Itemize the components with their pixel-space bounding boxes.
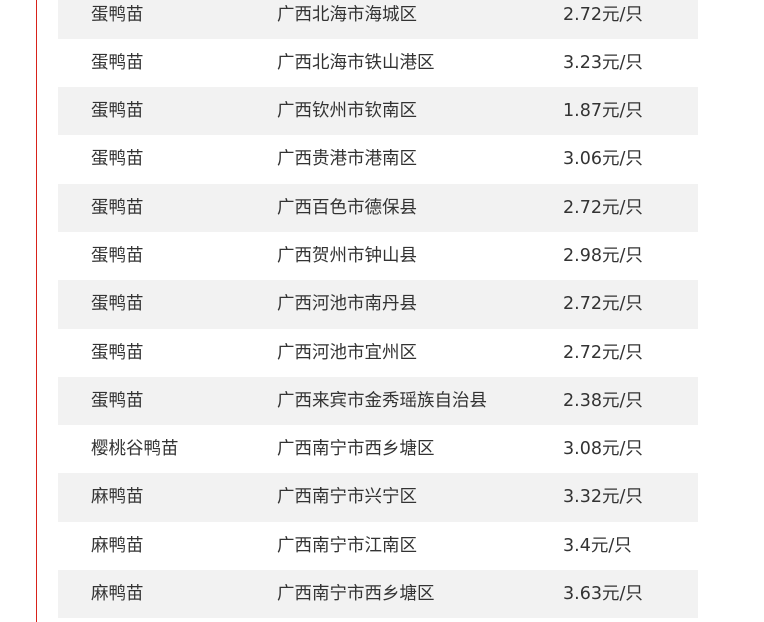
price-cell: 2.98元/只 xyxy=(563,245,643,266)
table-row: 樱桃谷鸭苗 广西南宁市西乡塘区 3.08元/只 xyxy=(58,425,698,473)
region-cell: 广西贵港市港南区 xyxy=(277,149,417,170)
region-cell: 广西来宾市金秀瑶族自治县 xyxy=(277,390,487,411)
breed-cell: 蛋鸭苗 xyxy=(91,342,144,363)
price-cell: 3.4元/只 xyxy=(563,535,632,556)
region-cell: 广西南宁市西乡塘区 xyxy=(277,439,435,460)
table-row: 蛋鸭苗 广西贺州市钟山县 2.98元/只 xyxy=(58,232,698,280)
region-cell: 广西钦州市钦南区 xyxy=(277,101,417,122)
price-cell: 2.72元/只 xyxy=(563,342,643,363)
table-row: 麻鸭苗 广西南宁市西乡塘区 3.63元/只 xyxy=(58,570,698,619)
breed-cell: 蛋鸭苗 xyxy=(91,245,144,266)
table-row: 蛋鸭苗 广西百色市德保县 2.72元/只 xyxy=(58,183,698,232)
table-row: 蛋鸭苗 广西贵港市港南区 3.06元/只 xyxy=(58,135,698,183)
breed-cell: 蛋鸭苗 xyxy=(91,52,144,73)
breed-cell: 麻鸭苗 xyxy=(91,487,144,508)
table-row: 蛋鸭苗 广西北海市铁山港区 3.23元/只 xyxy=(58,39,698,87)
price-cell: 2.72元/只 xyxy=(563,4,643,25)
region-cell: 广西百色市德保县 xyxy=(277,197,417,218)
breed-cell: 蛋鸭苗 xyxy=(91,149,144,170)
price-cell: 2.72元/只 xyxy=(563,294,643,315)
region-cell: 广西北海市海城区 xyxy=(277,4,417,25)
price-table: 蛋鸭苗 广西北海市海城区 2.72元/只 蛋鸭苗 广西北海市铁山港区 3.23元/只 蛋鸭苗… xyxy=(58,0,698,619)
breed-cell: 麻鸭苗 xyxy=(91,535,144,556)
table-row: 蛋鸭苗 广西钦州市钦南区 1.87元/只 xyxy=(58,87,698,136)
region-cell: 广西河池市南丹县 xyxy=(277,294,417,315)
table-row: 蛋鸭苗 广西河池市宜州区 2.72元/只 xyxy=(58,329,698,377)
region-cell: 广西北海市铁山港区 xyxy=(277,52,435,73)
price-cell: 3.23元/只 xyxy=(563,52,643,73)
price-cell: 1.87元/只 xyxy=(563,101,643,122)
left-accent-line xyxy=(36,0,37,622)
price-cell: 3.06元/只 xyxy=(563,149,643,170)
breed-cell: 麻鸭苗 xyxy=(91,584,144,605)
table-row: 蛋鸭苗 广西北海市海城区 2.72元/只 xyxy=(58,0,698,39)
breed-cell: 蛋鸭苗 xyxy=(91,4,144,25)
price-cell: 2.38元/只 xyxy=(563,390,643,411)
price-cell: 3.08元/只 xyxy=(563,439,643,460)
price-cell: 3.32元/只 xyxy=(563,487,643,508)
region-cell: 广西河池市宜州区 xyxy=(277,342,417,363)
price-cell: 2.72元/只 xyxy=(563,197,643,218)
table-row: 蛋鸭苗 广西来宾市金秀瑶族自治县 2.38元/只 xyxy=(58,376,698,426)
table-row: 麻鸭苗 广西南宁市江南区 3.4元/只 xyxy=(58,522,698,570)
price-cell: 3.63元/只 xyxy=(563,584,643,605)
breed-cell: 蛋鸭苗 xyxy=(91,390,144,411)
region-cell: 广西南宁市西乡塘区 xyxy=(277,584,435,605)
breed-cell: 蛋鸭苗 xyxy=(91,197,144,218)
breed-cell: 蛋鸭苗 xyxy=(91,101,144,122)
region-cell: 广西南宁市兴宁区 xyxy=(277,487,417,508)
region-cell: 广西南宁市江南区 xyxy=(277,535,417,556)
breed-cell: 樱桃谷鸭苗 xyxy=(91,439,179,460)
table-row: 麻鸭苗 广西南宁市兴宁区 3.32元/只 xyxy=(58,473,698,522)
table-row: 蛋鸭苗 广西河池市南丹县 2.72元/只 xyxy=(58,280,698,329)
region-cell: 广西贺州市钟山县 xyxy=(277,245,417,266)
breed-cell: 蛋鸭苗 xyxy=(91,294,144,315)
